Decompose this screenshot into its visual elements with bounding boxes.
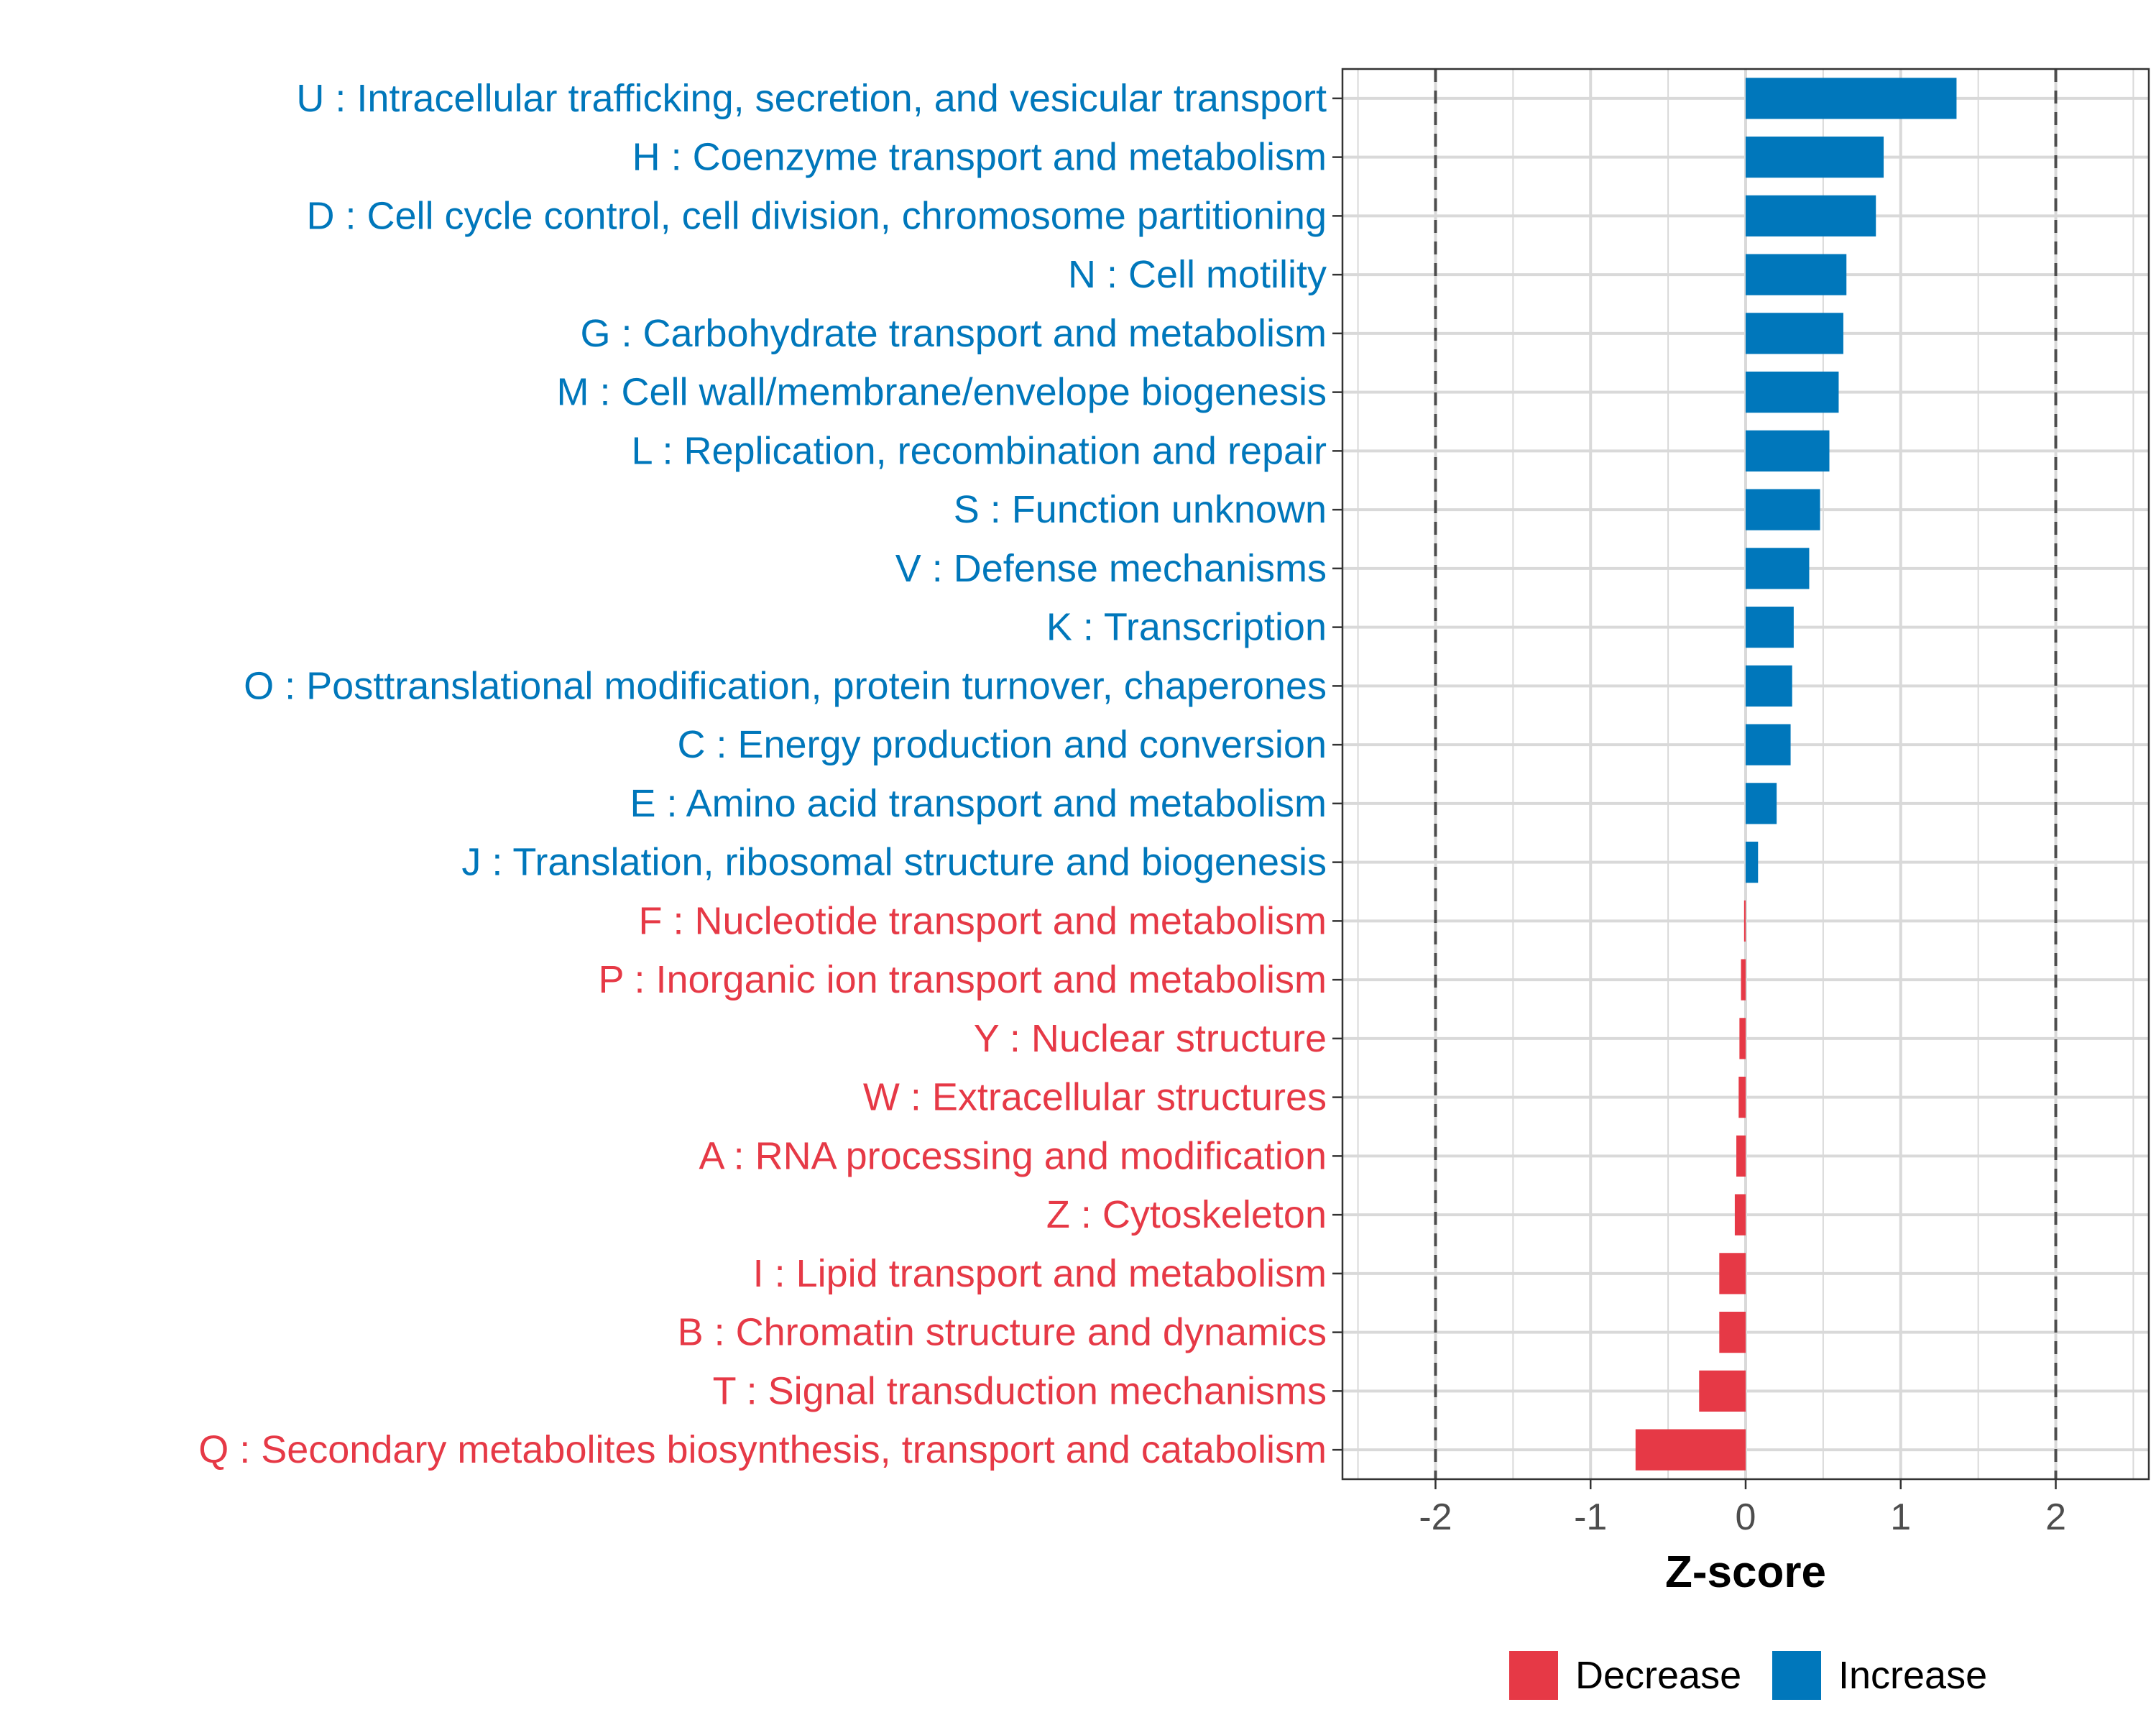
y-tick-label: I : Lipid transport and metabolism: [753, 1252, 1327, 1295]
x-tick-label: 1: [1890, 1496, 1911, 1538]
y-tick-label: F : Nucleotide transport and metabolism: [639, 899, 1327, 942]
y-tick-label: B : Chromatin structure and dynamics: [678, 1311, 1327, 1354]
bar: [1738, 1077, 1746, 1118]
bar: [1635, 1429, 1746, 1471]
x-axis-title: Z-score: [1665, 1547, 1826, 1597]
bar: [1743, 900, 1746, 942]
bar: [1719, 1253, 1746, 1294]
y-tick-label: S : Function unknown: [954, 488, 1327, 531]
bar: [1746, 78, 1957, 119]
y-tick-label: U : Intracellular trafficking, secretion…: [296, 77, 1327, 120]
y-tick-label: E : Amino acid transport and metabolism: [630, 782, 1327, 825]
bar: [1699, 1370, 1746, 1412]
bar: [1746, 254, 1847, 295]
y-axis-labels: U : Intracellular trafficking, secretion…: [198, 77, 1327, 1471]
bar: [1746, 548, 1810, 589]
y-tick-label: M : Cell wall/membrane/envelope biogenes…: [556, 371, 1327, 414]
bar: [1746, 665, 1792, 707]
bar: [1719, 1312, 1746, 1353]
y-tick-label: V : Defense mechanisms: [895, 547, 1327, 590]
bar: [1746, 313, 1843, 354]
y-tick-label: K : Transcription: [1046, 606, 1327, 649]
x-axis-ticks: -2 -1 0 1 2: [1419, 1479, 2066, 1538]
y-tick-label: T : Signal transduction mechanisms: [713, 1369, 1327, 1412]
bar: [1746, 783, 1777, 824]
bar: [1746, 724, 1791, 765]
bar: [1746, 607, 1794, 648]
legend-key-increase: [1772, 1651, 1821, 1700]
y-tick-label: P : Inorganic ion transport and metaboli…: [598, 958, 1327, 1001]
y-tick-label: C : Energy production and conversion: [677, 723, 1327, 766]
x-tick-label: -1: [1574, 1496, 1607, 1538]
y-tick-label: G : Carbohydrate transport and metabolis…: [581, 312, 1327, 355]
bar: [1746, 842, 1759, 883]
bar: [1741, 959, 1746, 1000]
bar: [1746, 137, 1884, 178]
y-tick-label: Z : Cytoskeleton: [1046, 1193, 1327, 1236]
y-tick-label: L : Replication, recombination and repai…: [631, 429, 1327, 472]
legend-key-decrease: [1509, 1651, 1558, 1700]
y-tick-label: Y : Nuclear structure: [974, 1017, 1327, 1060]
bars: [1635, 78, 1957, 1471]
legend-label-decrease: Decrease: [1575, 1654, 1741, 1697]
y-tick-label: O : Posttranslational modification, prot…: [244, 664, 1327, 707]
bar: [1746, 195, 1876, 236]
y-tick-label: D : Cell cycle control, cell division, c…: [306, 194, 1327, 237]
x-tick-label: -2: [1419, 1496, 1452, 1538]
legend: Decrease Increase: [1509, 1651, 1987, 1700]
bar: [1746, 430, 1830, 472]
bar: [1736, 1135, 1746, 1177]
y-axis-ticks: [1332, 97, 1342, 1451]
bar: [1746, 489, 1820, 530]
y-tick-label: N : Cell motility: [1068, 253, 1327, 296]
y-tick-label: H : Coenzyme transport and metabolism: [632, 136, 1327, 179]
bar: [1734, 1194, 1746, 1236]
x-tick-label: 0: [1736, 1496, 1756, 1538]
y-tick-label: J : Translation, ribosomal structure and…: [461, 841, 1327, 884]
bar: [1746, 372, 1839, 413]
x-tick-label: 2: [2045, 1496, 2066, 1538]
y-tick-label: W : Extracellular structures: [863, 1076, 1327, 1119]
reference-lines: [1434, 69, 2058, 1479]
legend-label-increase: Increase: [1838, 1654, 1987, 1697]
bar: [1739, 1018, 1746, 1059]
y-tick-label: A : RNA processing and modification: [699, 1134, 1327, 1177]
y-tick-label: Q : Secondary metabolites biosynthesis, …: [198, 1428, 1327, 1471]
